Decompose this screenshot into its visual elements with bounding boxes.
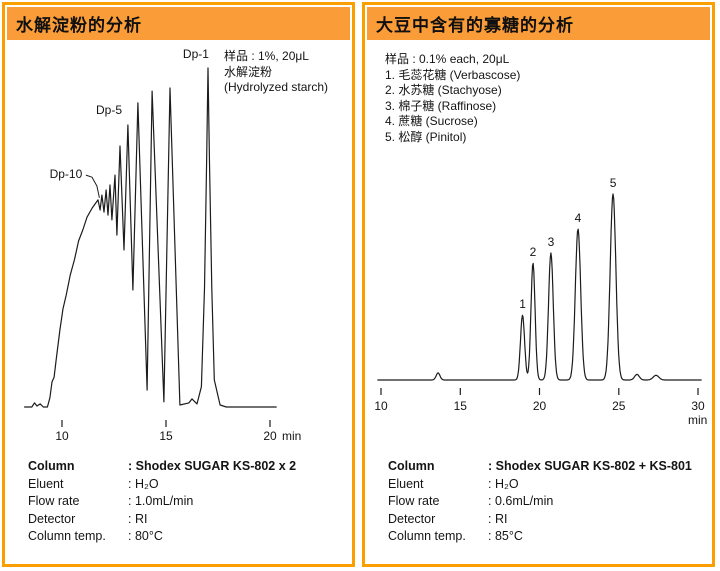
condition-label: Detector — [28, 511, 76, 526]
condition-label: Column temp. — [28, 529, 106, 543]
panel-hydrolyzed-starch: 水解淀粉的分析 10 15 20 min Dp-1 Dp-5 Dp-10 样品 : 1%, … — [2, 2, 355, 567]
sample-line: 4. 蔗糖 (Sucrose) — [385, 114, 478, 128]
condition-label: Eluent — [28, 476, 64, 491]
panel-soybean-oligosaccharides: 大豆中含有的寡糖的分析 10 15 20 25 30 min 1 2 3 4 5 样品 : 0.1%… — [362, 2, 715, 567]
condition-value: : 1.0mL/min — [128, 494, 194, 508]
condition-row: Detector : RI — [28, 511, 296, 529]
sample-line: 样品 : 0.1% each, 20μL — [385, 52, 510, 66]
condition-row: Column temp. : 80°C — [28, 528, 296, 546]
condition-row: Column : Shodex SUGAR KS-802 x 2 — [28, 458, 296, 476]
condition-row: Column : Shodex SUGAR KS-802 + KS-801 — [388, 458, 692, 476]
condition-value: : RI — [488, 511, 508, 526]
condition-row: Eluent : H₂O — [388, 476, 692, 494]
chromatogram-trace — [377, 193, 702, 381]
condition-label: Column temp. — [388, 529, 466, 543]
condition-value: : 80°C — [128, 529, 163, 543]
panel-header: 水解淀粉的分析 — [7, 7, 350, 40]
condition-value: : 85°C — [488, 529, 523, 543]
condition-row: Column temp. : 85°C — [388, 528, 692, 546]
sample-line: 1. 毛蕊花糖 (Verbascose) — [385, 67, 521, 82]
condition-row: Eluent : H₂O — [28, 476, 296, 494]
annotation-pointer-line — [85, 174, 100, 198]
panel-title: 大豆中含有的寡糖的分析 — [376, 16, 574, 35]
chromatogram-right — [377, 193, 702, 395]
chromatogram-left — [24, 67, 277, 427]
chromatogram-trace — [24, 67, 277, 408]
sample-line: 3. 棉子糖 (Raffinose) — [385, 98, 497, 113]
sample-info: 样品 : 1%, 20μL 水解淀粉 (Hydrolyzed starch) — [224, 49, 328, 96]
condition-label: Flow rate — [28, 494, 80, 508]
sample-line: (Hydrolyzed starch) — [224, 80, 329, 94]
sample-line: 5. 松醇 (Pinitol) — [385, 129, 467, 144]
condition-row: Detector : RI — [388, 511, 692, 529]
condition-row: Flow rate : 0.6mL/min — [388, 493, 692, 511]
analysis-conditions: Column : Shodex SUGAR KS-802 + KS-801 El… — [388, 458, 692, 546]
condition-label: Detector — [388, 511, 436, 526]
condition-value: : Shodex SUGAR KS-802 + KS-801 — [488, 459, 692, 473]
condition-value: : Shodex SUGAR KS-802 x 2 — [128, 459, 297, 473]
condition-value: : RI — [128, 511, 148, 526]
condition-row: Flow rate : 1.0mL/min — [28, 493, 296, 511]
analysis-conditions: Column : Shodex SUGAR KS-802 x 2 Eluent … — [28, 458, 296, 546]
sample-info: 样品 : 0.1% each, 20μL 1. 毛蕊花糖 (Verbascose… — [385, 52, 520, 145]
condition-value: : 0.6mL/min — [488, 494, 554, 508]
condition-label: Column — [28, 459, 75, 473]
panel-title: 水解淀粉的分析 — [16, 16, 142, 35]
sample-line: 水解淀粉 — [224, 64, 273, 79]
sample-line: 2. 水苏糖 (Stachyose) — [385, 83, 502, 97]
condition-value: : H₂O — [488, 476, 519, 491]
condition-label: Flow rate — [388, 494, 440, 508]
condition-label: Column — [388, 459, 435, 473]
sample-line: 样品 : 1%, 20μL — [224, 49, 309, 63]
panel-header: 大豆中含有的寡糖的分析 — [367, 7, 710, 40]
condition-value: : H₂O — [128, 476, 159, 491]
condition-label: Eluent — [388, 476, 424, 491]
